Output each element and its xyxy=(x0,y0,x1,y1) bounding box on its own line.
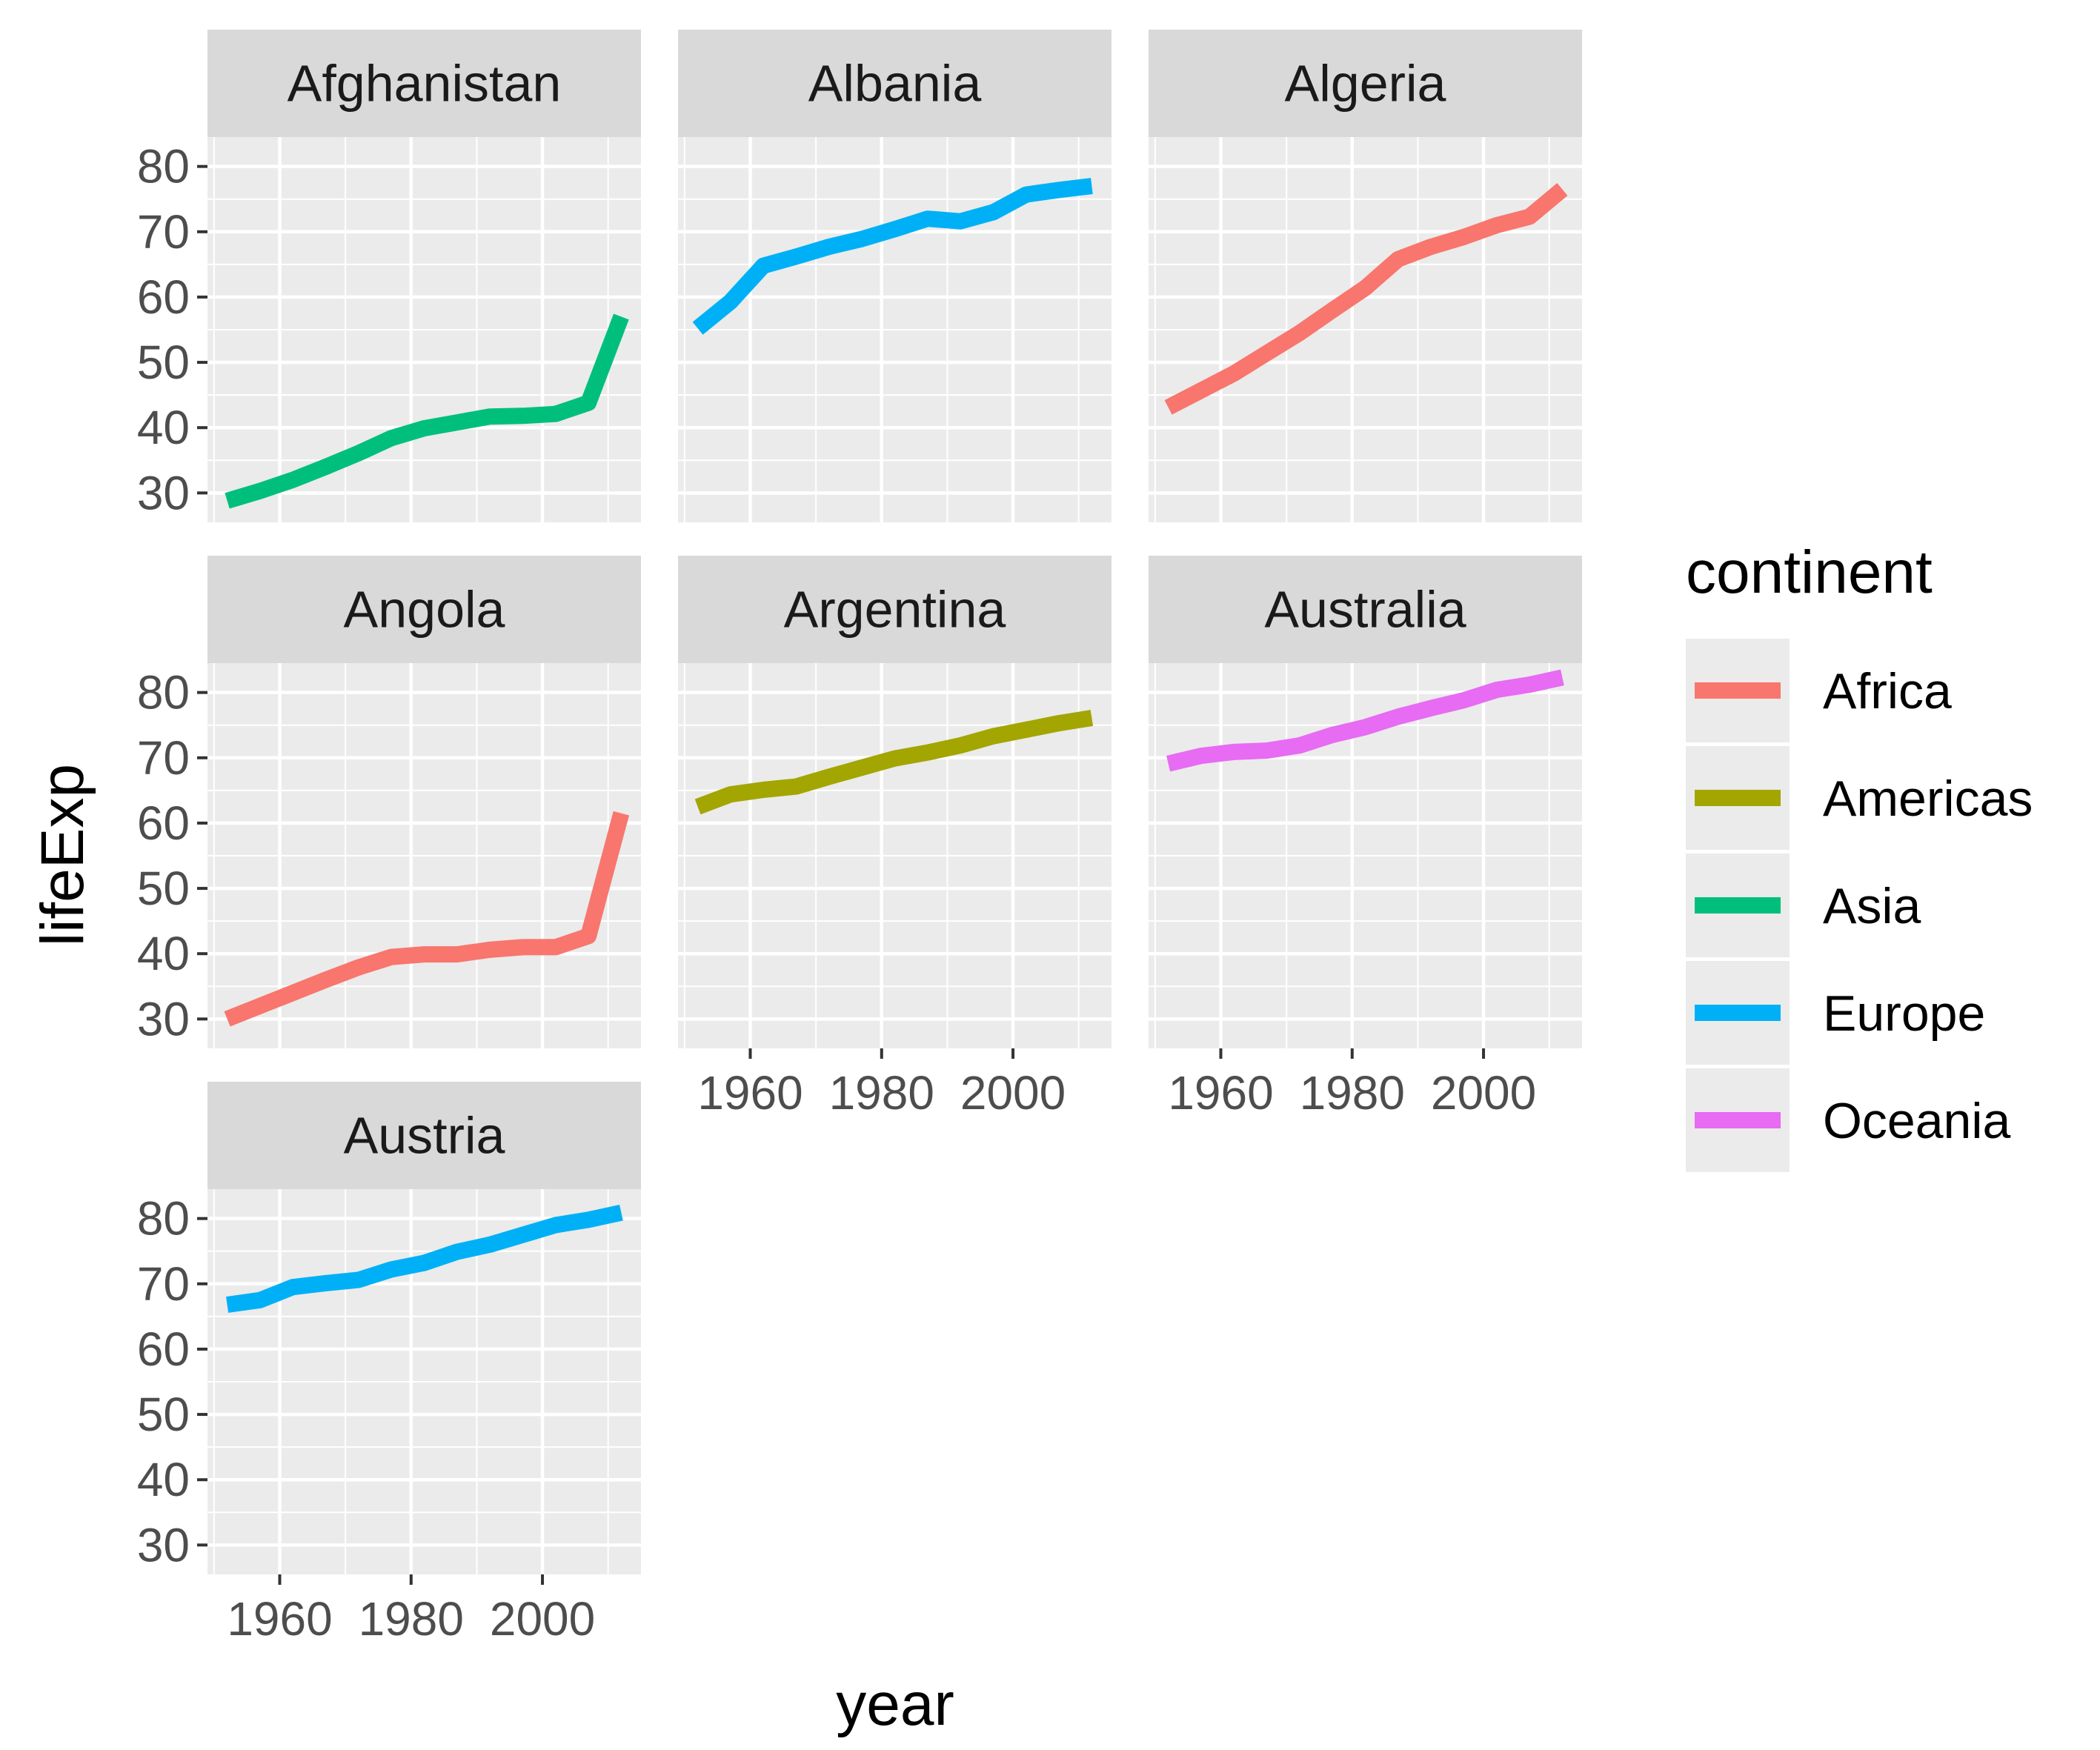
legend-title: continent xyxy=(1686,539,1933,606)
x-tick-label: 1980 xyxy=(829,1066,934,1119)
y-tick-label: 70 xyxy=(137,205,190,259)
legend-label: Americas xyxy=(1823,771,2033,827)
series-line-australia xyxy=(1166,669,1564,772)
facet-strip-label: Algeria xyxy=(1285,55,1446,113)
legend-label: Oceania xyxy=(1823,1093,2010,1149)
series-line-albania xyxy=(692,178,1093,335)
legend-entry-africa: Africa xyxy=(1686,639,1952,742)
x-tick-label: 1960 xyxy=(227,1592,332,1646)
y-tick-label: 60 xyxy=(137,796,190,850)
x-tick-label: 2000 xyxy=(490,1592,595,1646)
y-tick-label: 60 xyxy=(137,1323,190,1376)
facet-strip xyxy=(207,556,641,663)
series-line-algeria xyxy=(1164,183,1568,415)
series-line-afghanistan xyxy=(225,313,629,509)
legend-entry-asia: Asia xyxy=(1686,854,1921,957)
facet-strip xyxy=(678,30,1112,137)
y-tick-label: 50 xyxy=(137,336,190,389)
y-axis-title: lifeExp xyxy=(29,764,96,946)
facet-panels: Afghanistan 30 40 50 60 70 80 Albania Algeria Ang… xyxy=(137,30,1582,1646)
legend-label: Africa xyxy=(1823,663,1952,719)
x-tick-label: 1960 xyxy=(697,1066,803,1119)
facet-strip-label: Austria xyxy=(344,1107,505,1165)
facet-strip xyxy=(207,30,641,137)
y-tick-label: 50 xyxy=(137,1388,190,1441)
facet-panel-angola: Angola 30 40 50 60 70 80 xyxy=(137,556,641,1048)
facet-strip-label: Afghanistan xyxy=(288,55,562,113)
facet-panel-afghanistan: Afghanistan 30 40 50 60 70 80 xyxy=(137,30,641,522)
facet-panel-austria: Austria 30 40 50 60 70 80 1960 1980 2000 xyxy=(137,1082,641,1646)
series-line-angola xyxy=(224,811,630,1027)
legend-label: Asia xyxy=(1823,878,1921,934)
y-tick-label: 60 xyxy=(137,270,190,324)
facet-strip xyxy=(678,556,1112,663)
y-tick-label: 40 xyxy=(137,1453,190,1506)
y-tick-label: 40 xyxy=(137,927,190,980)
legend: continent Africa Americas Asia Europe Oceani… xyxy=(1686,539,2033,1172)
facet-panel-albania: Albania xyxy=(678,30,1112,522)
y-tick-label: 80 xyxy=(137,1192,190,1245)
facet-strip-label: Argentina xyxy=(784,581,1006,639)
y-tick-label: 30 xyxy=(137,1518,190,1571)
series-line-argentina xyxy=(694,710,1094,815)
facet-strip-label: Australia xyxy=(1264,581,1466,639)
facet-panel-argentina: Argentina 1960 1980 2000 xyxy=(678,556,1112,1119)
facet-strip-label: Albania xyxy=(808,55,982,113)
x-tick-label: 2000 xyxy=(960,1066,1066,1119)
x-tick-label: 1980 xyxy=(359,1592,464,1646)
facet-panel-australia: Australia 1960 1980 2000 xyxy=(1149,556,1582,1119)
y-tick-label: 40 xyxy=(137,401,190,454)
facet-strip xyxy=(1149,556,1582,663)
legend-entry-oceania: Oceania xyxy=(1686,1068,2010,1172)
legend-entry-europe: Europe xyxy=(1686,961,1985,1065)
y-tick-label: 50 xyxy=(137,862,190,915)
facet-strip-label: Angola xyxy=(344,581,505,639)
facet-panel-algeria: Algeria xyxy=(1149,30,1582,522)
facet-strip xyxy=(207,1082,641,1189)
y-tick-label: 70 xyxy=(137,1257,190,1311)
series-line-austria xyxy=(226,1204,623,1313)
legend-entry-americas: Americas xyxy=(1686,746,2033,850)
x-axis-title: year xyxy=(836,1671,954,1738)
legend-label: Europe xyxy=(1823,985,1985,1042)
facet-strip xyxy=(1149,30,1582,137)
y-tick-label: 80 xyxy=(137,666,190,719)
x-tick-label: 2000 xyxy=(1431,1066,1536,1119)
x-tick-label: 1980 xyxy=(1300,1066,1405,1119)
y-tick-label: 80 xyxy=(137,140,190,193)
y-tick-label: 70 xyxy=(137,731,190,785)
x-tick-label: 1960 xyxy=(1168,1066,1273,1119)
y-tick-label: 30 xyxy=(137,466,190,519)
y-tick-label: 30 xyxy=(137,992,190,1045)
